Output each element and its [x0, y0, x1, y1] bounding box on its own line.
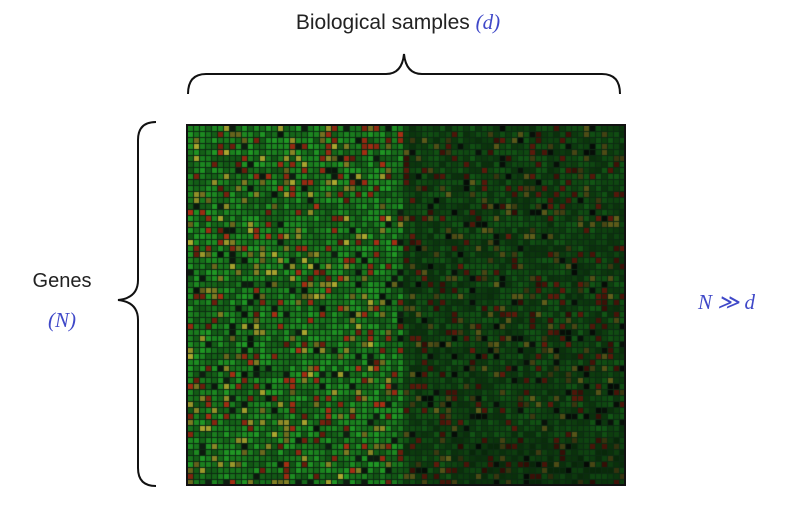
- top-brace: [187, 53, 621, 95]
- samples-label-text: Biological samples: [295, 11, 470, 34]
- left-brace: [117, 121, 157, 487]
- relation-label: N ≫ d: [698, 290, 755, 314]
- heatmap-canvas: [188, 126, 624, 484]
- expression-heatmap: [186, 124, 626, 486]
- genes-label: Genes: [32, 270, 92, 292]
- genes-variable: (N): [48, 308, 76, 332]
- samples-variable: (d): [475, 10, 501, 34]
- samples-label: Biological samples (d): [0, 10, 796, 35]
